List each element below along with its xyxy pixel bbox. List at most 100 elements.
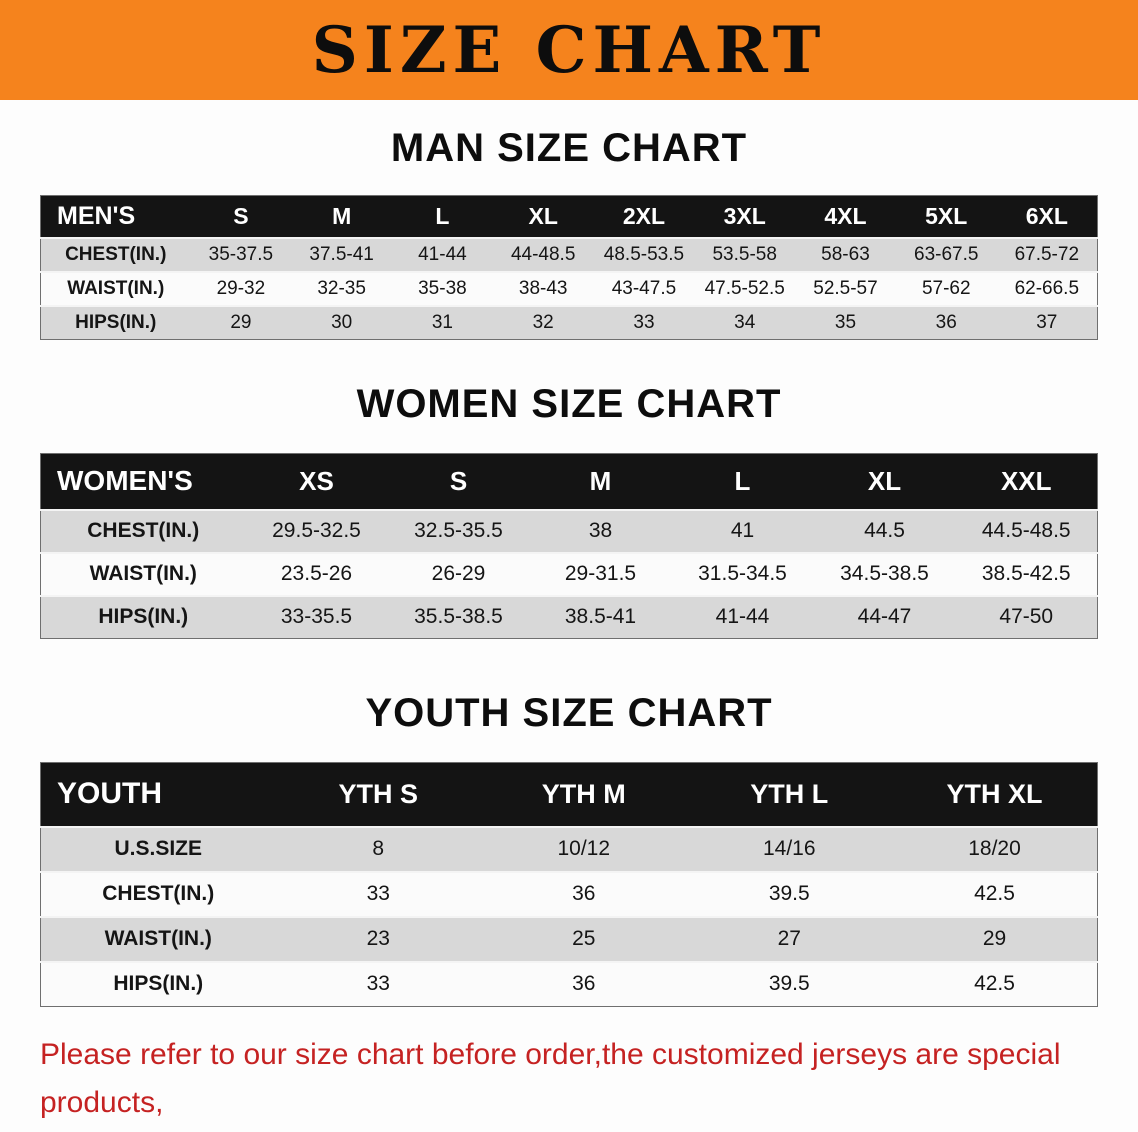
size-value-cell: 36 (481, 960, 687, 1007)
size-value-cell: 29.5-32.5 (245, 508, 388, 553)
size-value-cell: 27 (686, 915, 892, 962)
size-column-header: YTH XL (892, 762, 1098, 827)
size-value-cell: 38-43 (492, 270, 594, 306)
size-value-cell: 53.5-58 (694, 236, 796, 272)
size-column-header: 2XL (593, 195, 695, 238)
table-row: CHEST(IN.) 33 36 39.5 42.5 (40, 870, 1098, 917)
size-value-cell: 44.5-48.5 (955, 508, 1098, 553)
size-value-cell: 18/20 (892, 825, 1098, 872)
mens-table-title: MEN'S (40, 195, 191, 238)
size-value-cell: 36 (481, 870, 687, 917)
table-row: WAIST(IN.) 23.5-26 26-29 29-31.5 31.5-34.5 34… (40, 551, 1098, 596)
size-value-cell: 32 (492, 304, 594, 340)
disclaimer-line-2: we don't accept cancel, change, teturn o… (40, 1127, 1102, 1132)
womens-section-heading: WOMEN SIZE CHART (356, 382, 782, 426)
row-label: HIPS(IN.) (40, 960, 276, 1007)
youth-table-title: YOUTH (40, 762, 276, 827)
size-value-cell: 43-47.5 (593, 270, 695, 306)
table-row: HIPS(IN.) 33-35.5 35.5-38.5 38.5-41 41-44 44-… (40, 594, 1098, 639)
size-column-header: 4XL (795, 195, 896, 238)
size-value-cell: 44.5 (813, 508, 956, 553)
size-value-cell: 52.5-57 (795, 270, 896, 306)
size-column-header: XS (245, 453, 388, 510)
row-label: CHEST(IN.) (40, 236, 191, 272)
size-value-cell: 35-37.5 (190, 236, 292, 272)
row-label: U.S.SIZE (40, 825, 276, 872)
size-column-header: M (291, 195, 393, 238)
table-row: HIPS(IN.) 33 36 39.5 42.5 (40, 960, 1098, 1007)
size-value-cell: 33 (275, 870, 481, 917)
size-column-header: 5XL (895, 195, 997, 238)
womens-size-section: WOMEN SIZE CHART WOMEN'S XS S M L XL XXL CHEST(I… (0, 382, 1138, 639)
size-value-cell: 39.5 (686, 870, 892, 917)
table-row: HIPS(IN.) 29 30 31 32 33 34 35 36 37 (40, 304, 1098, 340)
row-label: WAIST(IN.) (40, 551, 246, 596)
mens-size-table: MEN'S S M L XL 2XL 3XL 4XL 5XL 6XL CHEST(IN.) 35-37… (40, 195, 1098, 340)
size-column-header: 6XL (996, 195, 1098, 238)
size-value-cell: 41-44 (671, 594, 814, 639)
size-value-cell: 38.5-41 (529, 594, 672, 639)
table-header-row: YOUTH YTH S YTH M YTH L YTH XL (40, 762, 1098, 827)
size-value-cell: 29 (892, 915, 1098, 962)
banner: SIZE CHART (0, 0, 1138, 100)
size-value-cell: 29-32 (190, 270, 292, 306)
size-value-cell: 30 (291, 304, 393, 340)
size-value-cell: 47.5-52.5 (694, 270, 796, 306)
table-row: WAIST(IN.) 23 25 27 29 (40, 915, 1098, 962)
table-header-row: WOMEN'S XS S M L XL XXL (40, 453, 1098, 510)
size-value-cell: 63-67.5 (895, 236, 997, 272)
size-value-cell: 29 (190, 304, 292, 340)
youth-size-section: YOUTH SIZE CHART YOUTH YTH S YTH M YTH L YTH … (0, 691, 1138, 1007)
size-column-header: XL (813, 453, 956, 510)
page-title: SIZE CHART (311, 12, 827, 88)
size-value-cell: 31 (392, 304, 493, 340)
size-value-cell: 26-29 (387, 551, 530, 596)
size-value-cell: 39.5 (686, 960, 892, 1007)
womens-size-table: WOMEN'S XS S M L XL XXL CHEST(IN.) 29.5-32.5 32.5… (40, 453, 1098, 639)
row-label: HIPS(IN.) (40, 304, 191, 340)
size-value-cell: 57-62 (895, 270, 997, 306)
row-label: CHEST(IN.) (40, 870, 276, 917)
table-row: CHEST(IN.) 35-37.5 37.5-41 41-44 44-48.5 48.5… (40, 236, 1098, 272)
row-label: WAIST(IN.) (40, 915, 276, 962)
size-value-cell: 14/16 (686, 825, 892, 872)
size-value-cell: 8 (275, 825, 481, 872)
table-row: U.S.SIZE 8 10/12 14/16 18/20 (40, 825, 1098, 872)
size-column-header: S (387, 453, 530, 510)
size-column-header: L (671, 453, 814, 510)
size-column-header: XL (492, 195, 594, 238)
size-value-cell: 41-44 (392, 236, 493, 272)
size-value-cell: 41 (671, 508, 814, 553)
mens-section-heading: MAN SIZE CHART (390, 126, 748, 170)
size-column-header: YTH M (481, 762, 687, 827)
size-value-cell: 33-35.5 (245, 594, 388, 639)
size-column-header: YTH S (275, 762, 481, 827)
youth-size-table: YOUTH YTH S YTH M YTH L YTH XL U.S.SIZE 8 10/12… (40, 762, 1098, 1007)
row-label: HIPS(IN.) (40, 594, 246, 639)
size-value-cell: 31.5-34.5 (671, 551, 814, 596)
size-value-cell: 32-35 (291, 270, 393, 306)
size-value-cell: 34 (694, 304, 796, 340)
table-row: CHEST(IN.) 29.5-32.5 32.5-35.5 38 41 44.5 44.5… (40, 508, 1098, 553)
size-value-cell: 42.5 (892, 960, 1098, 1007)
size-value-cell: 38 (529, 508, 672, 553)
disclaimer-line-1: Please refer to our size chart before or… (40, 1038, 1061, 1119)
size-chart-sections: MAN SIZE CHART MEN'S S M L XL 2XL 3XL 4XL 5XL 6XL C… (0, 126, 1138, 1007)
disclaimer: Please refer to our size chart before or… (40, 1031, 1102, 1132)
size-value-cell: 35.5-38.5 (387, 594, 530, 639)
size-value-cell: 25 (481, 915, 687, 962)
table-header-row: MEN'S S M L XL 2XL 3XL 4XL 5XL 6XL (40, 195, 1098, 238)
size-column-header: XXL (955, 453, 1098, 510)
size-value-cell: 47-50 (955, 594, 1098, 639)
size-value-cell: 29-31.5 (529, 551, 672, 596)
size-value-cell: 48.5-53.5 (593, 236, 695, 272)
size-column-header: YTH L (686, 762, 892, 827)
size-value-cell: 37.5-41 (291, 236, 393, 272)
size-value-cell: 58-63 (795, 236, 896, 272)
size-value-cell: 23 (275, 915, 481, 962)
size-column-header: 3XL (694, 195, 796, 238)
size-column-header: M (529, 453, 672, 510)
size-value-cell: 37 (996, 304, 1098, 340)
youth-section-heading: YOUTH SIZE CHART (365, 691, 773, 735)
